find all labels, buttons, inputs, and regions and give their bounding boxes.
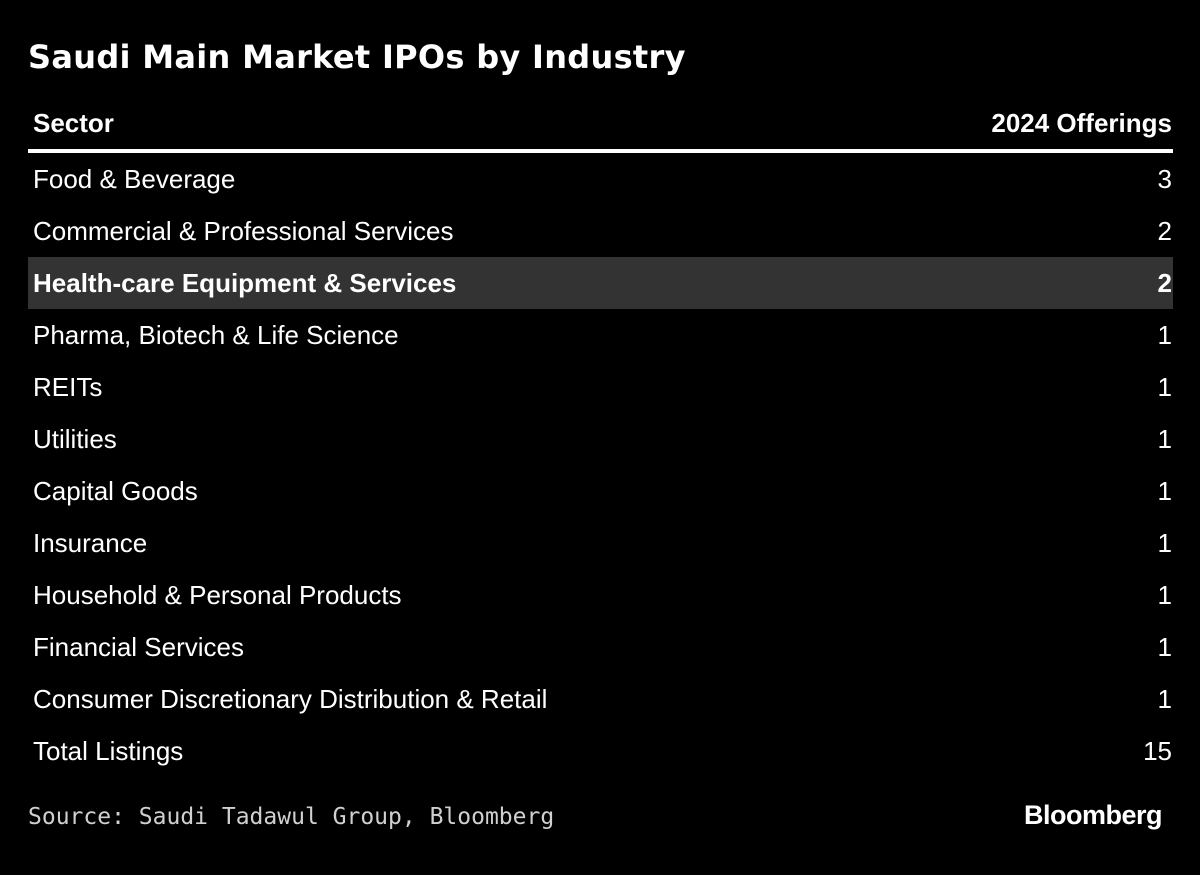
table-row: Health-care Equipment & Services 2 xyxy=(28,257,1173,309)
offerings-cell: 1 xyxy=(1157,371,1172,402)
table-row: Food & Beverage 3 xyxy=(28,153,1173,205)
offerings-cell: 3 xyxy=(1157,163,1172,194)
offerings-cell: 15 xyxy=(1143,735,1172,766)
offerings-cell: 1 xyxy=(1157,683,1172,714)
sector-cell: Commercial & Professional Services xyxy=(33,215,454,246)
offerings-cell: 2 xyxy=(1157,267,1172,298)
sector-cell: Total Listings xyxy=(33,735,184,766)
offerings-cell: 2 xyxy=(1157,215,1172,246)
table-body: Food & Beverage 3 Commercial & Professiona… xyxy=(28,153,1173,777)
offerings-cell: 1 xyxy=(1157,475,1172,506)
sector-cell: Utilities xyxy=(33,423,117,454)
offerings-cell: 1 xyxy=(1157,423,1172,454)
table-header: Sector 2024 Offerings xyxy=(28,96,1173,153)
table-row: Capital Goods 1 xyxy=(28,465,1173,517)
table-row: Financial Services 1 xyxy=(28,621,1173,673)
sector-cell: Pharma, Biotech & Life Science xyxy=(33,319,399,350)
source-note: Source: Saudi Tadawul Group, Bloomberg xyxy=(28,804,555,830)
sector-cell: Food & Beverage xyxy=(33,163,236,194)
sector-cell: Insurance xyxy=(33,527,148,558)
sector-cell: Capital Goods xyxy=(33,475,198,506)
offerings-cell: 1 xyxy=(1157,631,1172,662)
offerings-cell: 1 xyxy=(1157,319,1172,350)
table-row: Insurance 1 xyxy=(28,517,1173,569)
sector-cell: Consumer Discretionary Distribution & Re… xyxy=(33,683,548,714)
ipo-table: Sector 2024 Offerings Food & Beverage 3 Co… xyxy=(28,96,1173,777)
column-header-sector: Sector xyxy=(33,107,114,138)
sector-cell: Health-care Equipment & Services xyxy=(33,267,457,298)
table-row: Utilities 1 xyxy=(28,413,1173,465)
table-row: Commercial & Professional Services 2 xyxy=(28,205,1173,257)
offerings-cell: 1 xyxy=(1157,527,1172,558)
bloomberg-logo: Bloomberg xyxy=(1023,800,1163,830)
sector-cell: Household & Personal Products xyxy=(33,579,402,610)
sector-cell: Financial Services xyxy=(33,631,244,662)
table-row: REITs 1 xyxy=(28,361,1173,413)
sector-cell: REITs xyxy=(33,371,103,402)
offerings-cell: 1 xyxy=(1157,579,1172,610)
table-row: Total Listings 15 xyxy=(28,725,1173,777)
column-header-offerings: 2024 Offerings xyxy=(991,107,1172,138)
chart-title: Saudi Main Market IPOs by Industry xyxy=(28,38,686,76)
table-row: Pharma, Biotech & Life Science 1 xyxy=(28,309,1173,361)
table-row: Household & Personal Products 1 xyxy=(28,569,1173,621)
table-row: Consumer Discretionary Distribution & Re… xyxy=(28,673,1173,725)
